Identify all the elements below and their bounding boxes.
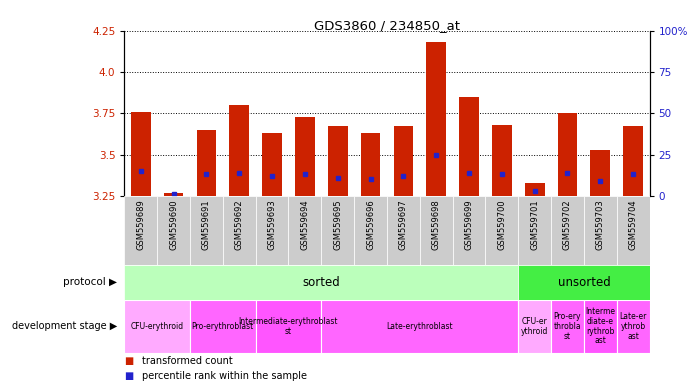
Bar xyxy=(623,126,643,196)
Text: GSM559692: GSM559692 xyxy=(235,199,244,250)
Bar xyxy=(196,130,216,196)
Text: transformed count: transformed count xyxy=(142,356,232,366)
Bar xyxy=(492,125,511,196)
Text: GSM559689: GSM559689 xyxy=(136,199,145,250)
Text: GSM559693: GSM559693 xyxy=(267,199,276,250)
Text: ■: ■ xyxy=(124,371,133,381)
Bar xyxy=(229,105,249,196)
Text: GSM559701: GSM559701 xyxy=(530,199,539,250)
Text: GSM559698: GSM559698 xyxy=(432,199,441,250)
Bar xyxy=(590,150,610,196)
Bar xyxy=(459,97,479,196)
Bar xyxy=(354,196,387,265)
Bar xyxy=(328,126,348,196)
Text: GSM559704: GSM559704 xyxy=(629,199,638,250)
Bar xyxy=(485,196,518,265)
Text: Late-er
ythrob
ast: Late-er ythrob ast xyxy=(619,312,647,341)
Bar xyxy=(131,112,151,196)
Bar xyxy=(551,196,584,265)
Bar xyxy=(518,196,551,265)
Bar xyxy=(453,196,485,265)
Bar xyxy=(393,126,413,196)
Text: GSM559697: GSM559697 xyxy=(399,199,408,250)
Text: GDS3860 / 234850_at: GDS3860 / 234850_at xyxy=(314,19,460,32)
Text: GSM559700: GSM559700 xyxy=(498,199,507,250)
Text: GSM559691: GSM559691 xyxy=(202,199,211,250)
Text: GSM559702: GSM559702 xyxy=(563,199,572,250)
Text: GSM559696: GSM559696 xyxy=(366,199,375,250)
Text: development stage ▶: development stage ▶ xyxy=(12,321,117,331)
Bar xyxy=(157,196,190,265)
Bar xyxy=(616,300,650,353)
Text: GSM559690: GSM559690 xyxy=(169,199,178,250)
Bar xyxy=(558,113,577,196)
Bar xyxy=(124,300,190,353)
Text: Pro-erythroblast: Pro-erythroblast xyxy=(191,322,254,331)
Text: Interme
diate-e
rythrob
ast: Interme diate-e rythrob ast xyxy=(585,307,615,346)
Bar xyxy=(518,300,551,353)
Bar xyxy=(584,300,616,353)
Bar xyxy=(518,265,650,300)
Bar xyxy=(616,196,650,265)
Bar xyxy=(262,133,282,196)
Bar xyxy=(551,300,584,353)
Text: CFU-er
ythroid: CFU-er ythroid xyxy=(521,317,549,336)
Bar xyxy=(524,183,545,196)
Text: unsorted: unsorted xyxy=(558,276,610,289)
Bar xyxy=(321,300,518,353)
Text: GSM559699: GSM559699 xyxy=(464,199,473,250)
Bar xyxy=(190,300,256,353)
Bar xyxy=(256,300,321,353)
Bar xyxy=(321,196,354,265)
Text: Intermediate-erythroblast
st: Intermediate-erythroblast st xyxy=(239,317,338,336)
Bar xyxy=(256,196,289,265)
Bar xyxy=(288,196,321,265)
Bar xyxy=(190,196,223,265)
Text: GSM559695: GSM559695 xyxy=(333,199,342,250)
Text: GSM559694: GSM559694 xyxy=(301,199,310,250)
Bar xyxy=(419,196,453,265)
Text: GSM559703: GSM559703 xyxy=(596,199,605,250)
Bar xyxy=(387,196,419,265)
Bar xyxy=(361,133,380,196)
Bar xyxy=(426,42,446,196)
Bar xyxy=(164,192,183,196)
Text: percentile rank within the sample: percentile rank within the sample xyxy=(142,371,307,381)
Text: Late-erythroblast: Late-erythroblast xyxy=(386,322,453,331)
Bar xyxy=(124,196,157,265)
Text: sorted: sorted xyxy=(303,276,340,289)
Bar xyxy=(124,265,518,300)
Bar xyxy=(295,117,314,196)
Text: protocol ▶: protocol ▶ xyxy=(64,277,117,287)
Bar xyxy=(223,196,256,265)
Bar xyxy=(584,196,616,265)
Text: Pro-ery
throbla
st: Pro-ery throbla st xyxy=(553,312,581,341)
Text: CFU-erythroid: CFU-erythroid xyxy=(131,322,184,331)
Text: ■: ■ xyxy=(124,356,133,366)
